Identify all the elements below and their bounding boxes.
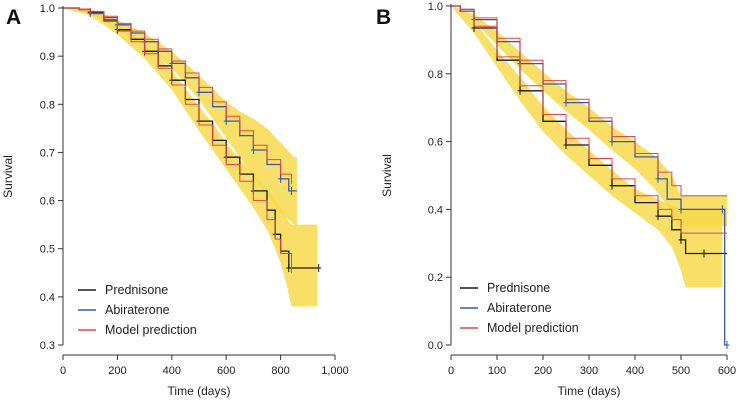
chart-panel-a: 0.3 0.4 0.5 0.6 0.7 0.8 0.9 1.0 0 200 400 600 800 1,0… [1,3,349,398]
model-prediction-line-1 [451,5,727,197]
prednisone-censor-mark [517,86,523,95]
y-tick-label: 0.4 [40,292,55,304]
x-tick-label: 500 [672,365,690,377]
abiraterone-censor-mark [678,205,684,214]
y-tick-label: 0.4 [428,204,443,216]
y-tick-label: 0.5 [40,244,55,256]
prednisone-censor-mark [316,263,322,272]
y-tick-label: 0.3 [40,340,55,352]
chart-panel-b: 0.0 0.2 0.4 0.6 0.8 1.0 0 100 200 300 400 500 600 Tim… [376,1,736,398]
abiraterone-censor-mark [250,146,256,155]
prednisone-censor-mark [678,235,684,244]
legend-label: Abiraterone [105,303,170,317]
abiraterone-censor-mark [278,174,284,183]
abiraterone-censor-mark [724,341,730,349]
y-tick-label: 0.9 [40,51,55,63]
panel-label: B [376,6,391,29]
x-tick-label: 200 [108,365,126,377]
abiraterone-curve [451,5,727,346]
x-tick-label: 400 [163,365,181,377]
y-tick-label: 1.0 [428,1,443,13]
legend: Prednisone Abiraterone Model prediction [78,283,197,337]
y-axis-label: Survival [380,154,394,197]
y-tick-label: 0.7 [40,147,55,159]
prednisone-censor-mark [609,181,615,190]
y-tick-label: 0.2 [428,272,443,284]
abiraterone-censor-mark [655,174,661,183]
abiraterone-censor-mark [719,205,725,214]
x-axis-label: Time (days) [168,384,231,398]
legend-label: Prednisone [105,283,168,297]
prednisone-censor-mark [701,249,707,258]
y-tick-label: 0.8 [428,69,443,81]
y-tick-label: 0.6 [428,137,443,149]
x-tick-label: 1,000 [321,365,349,377]
abiraterone-censor-mark [196,88,202,97]
x-axis-label: Time (days) [558,384,621,398]
legend-label: Model prediction [487,321,579,335]
model-prediction-line-2 [451,5,727,234]
x-tick-label: 100 [488,365,506,377]
abiraterone-censor-mark [288,186,294,195]
x-tick-label: 400 [626,365,644,377]
y-axis-label: Survival [1,155,15,198]
y-tick-label: 1.0 [40,3,55,15]
panel-label: A [6,6,21,29]
x-tick-label: 0 [60,365,66,377]
y-tick-label: 0.0 [428,340,443,352]
prednisone-censor-mark [563,140,569,149]
confidence-band-2 [451,6,723,288]
legend-label: Model prediction [105,323,197,337]
x-tick-label: 200 [534,365,552,377]
y-tick-label: 0.6 [40,196,55,208]
x-tick-label: 800 [271,365,289,377]
legend: Prednisone Abiraterone Model prediction [460,281,579,335]
x-tick-label: 300 [580,365,598,377]
y-tick-label: 0.8 [40,99,55,111]
prednisone-censor-mark [655,212,661,221]
confidence-band-2 [63,8,318,307]
x-tick-label: 0 [448,365,454,377]
prednisone-censor-mark [286,263,292,272]
model-prediction-line-2 [63,7,292,273]
abiraterone-censor-mark [609,137,615,146]
x-tick-label: 600 [217,365,235,377]
legend-label: Abiraterone [487,301,552,315]
legend-label: Prednisone [487,281,550,295]
abiraterone-censor-mark [563,98,569,107]
abiraterone-censor-mark [223,117,229,126]
x-tick-label: 600 [718,365,736,377]
